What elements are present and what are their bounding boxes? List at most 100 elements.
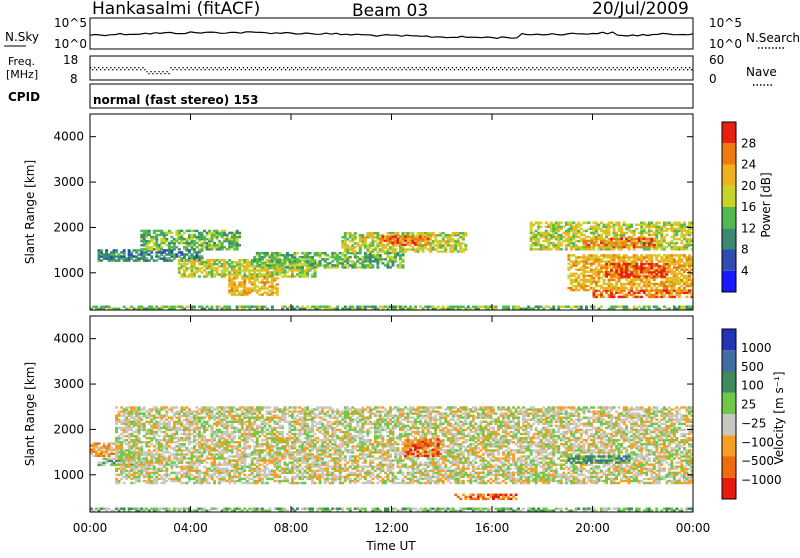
- heatmap-cell: [168, 455, 171, 457]
- heatmap-cell: [459, 246, 462, 248]
- nave-point: [333, 69, 334, 70]
- heatmap-cell: [163, 470, 166, 472]
- heatmap-cell: [387, 232, 390, 234]
- heatmap-cell: [575, 240, 578, 242]
- heatmap-cell: [409, 235, 412, 237]
- heatmap-cell: [178, 230, 181, 232]
- heatmap-cell: [236, 277, 239, 279]
- heatmap-cell: [660, 269, 663, 271]
- heatmap-cell: [610, 222, 613, 224]
- heatmap-cell: [688, 277, 691, 279]
- heatmap-cell: [289, 254, 292, 256]
- heatmap-cell: [361, 256, 364, 258]
- heatmap-cell: [665, 277, 668, 279]
- heatmap-cell: [263, 285, 266, 287]
- heatmap-cell: [540, 248, 543, 250]
- heatmap-cell: [402, 264, 405, 266]
- heatmap-cell: [585, 222, 588, 224]
- heatmap-cell: [598, 269, 601, 271]
- nave-trace: [92, 69, 692, 74]
- heatmap-cell: [175, 431, 178, 433]
- heatmap-cell: [165, 419, 168, 421]
- heatmap-cell: [658, 226, 661, 228]
- heatmap-cell: [98, 464, 101, 466]
- heatmap-cell: [165, 480, 168, 482]
- colorbar-segment: [722, 165, 736, 186]
- heatmap-cell: [173, 257, 176, 259]
- heatmap-cell: [452, 232, 455, 234]
- heatmap-cell: [140, 461, 143, 463]
- heatmap-cell: [278, 508, 281, 510]
- heatmap-cell: [108, 453, 111, 455]
- heatmap-cell: [645, 306, 648, 308]
- freq-point: [203, 67, 204, 68]
- heatmap-cell: [284, 306, 287, 308]
- heatmap-cell: [580, 228, 583, 230]
- freq-point: [371, 67, 372, 68]
- heatmap-cell: [263, 281, 266, 283]
- freq-point: [649, 67, 650, 68]
- heatmap-cell: [231, 238, 234, 240]
- heatmap-cell: [158, 453, 161, 455]
- heatmap-cell: [577, 262, 580, 264]
- heatmap-cell: [95, 453, 98, 455]
- heatmap-cell: [236, 244, 239, 246]
- heatmap-cell: [663, 508, 666, 510]
- heatmap-cell: [680, 273, 683, 275]
- heatmap-cell: [600, 222, 603, 224]
- heatmap-cell: [605, 234, 608, 236]
- heatmap-cell: [100, 449, 103, 451]
- heatmap-cell: [675, 234, 678, 236]
- heatmap-cell: [678, 262, 681, 264]
- heatmap-cell: [130, 470, 133, 472]
- heatmap-cell: [583, 248, 586, 250]
- heatmap-cell: [180, 238, 183, 240]
- nave-point: [237, 69, 238, 70]
- heatmap-cell: [188, 255, 191, 257]
- heatmap-cell: [326, 264, 329, 266]
- heatmap-cell: [598, 234, 601, 236]
- heatmap-cell: [186, 267, 189, 269]
- heatmap-cell: [273, 508, 276, 510]
- heatmap-cell: [628, 258, 631, 260]
- heatmap-cell: [135, 455, 138, 457]
- heatmap-cell: [585, 289, 588, 291]
- heatmap-cell: [394, 254, 397, 256]
- heatmap-cell: [314, 306, 317, 308]
- heatmap-cell: [216, 234, 219, 236]
- heatmap-cell: [670, 294, 673, 296]
- heatmap-cell: [153, 238, 156, 240]
- heatmap-cell: [178, 248, 181, 250]
- heatmap-cell: [306, 306, 309, 308]
- heatmap-cell: [552, 228, 555, 230]
- heatmap-cell: [163, 455, 166, 457]
- heatmap-cell: [128, 449, 131, 451]
- heatmap-cell: [608, 294, 611, 296]
- heatmap-cell: [346, 244, 349, 246]
- heatmap-cell: [100, 259, 103, 261]
- heatmap-cell: [572, 226, 575, 228]
- heatmap-cell: [688, 234, 691, 236]
- heatmap-cell: [233, 289, 236, 291]
- heatmap-cell: [429, 508, 432, 510]
- nave-point: [438, 69, 439, 70]
- heatmap-cell: [203, 230, 206, 232]
- heatmap-cell: [125, 406, 128, 408]
- heatmap-cell: [140, 464, 143, 466]
- heatmap-cell: [555, 224, 558, 226]
- heatmap-cell: [291, 254, 294, 256]
- heatmap-cell: [670, 246, 673, 248]
- nave-point: [180, 69, 181, 70]
- heatmap-cell: [271, 264, 274, 266]
- heatmap-cell: [341, 254, 344, 256]
- heatmap-cell: [163, 234, 166, 236]
- freq-point: [199, 67, 200, 68]
- nave-point: [100, 69, 101, 70]
- heatmap-cell: [623, 283, 626, 285]
- heatmap-cell: [258, 258, 261, 260]
- heatmap-cell: [231, 277, 234, 279]
- heatmap-cell: [273, 291, 276, 293]
- heatmap-cell: [261, 285, 264, 287]
- heatmap-cell: [128, 464, 131, 466]
- heatmap-cell: [638, 275, 641, 277]
